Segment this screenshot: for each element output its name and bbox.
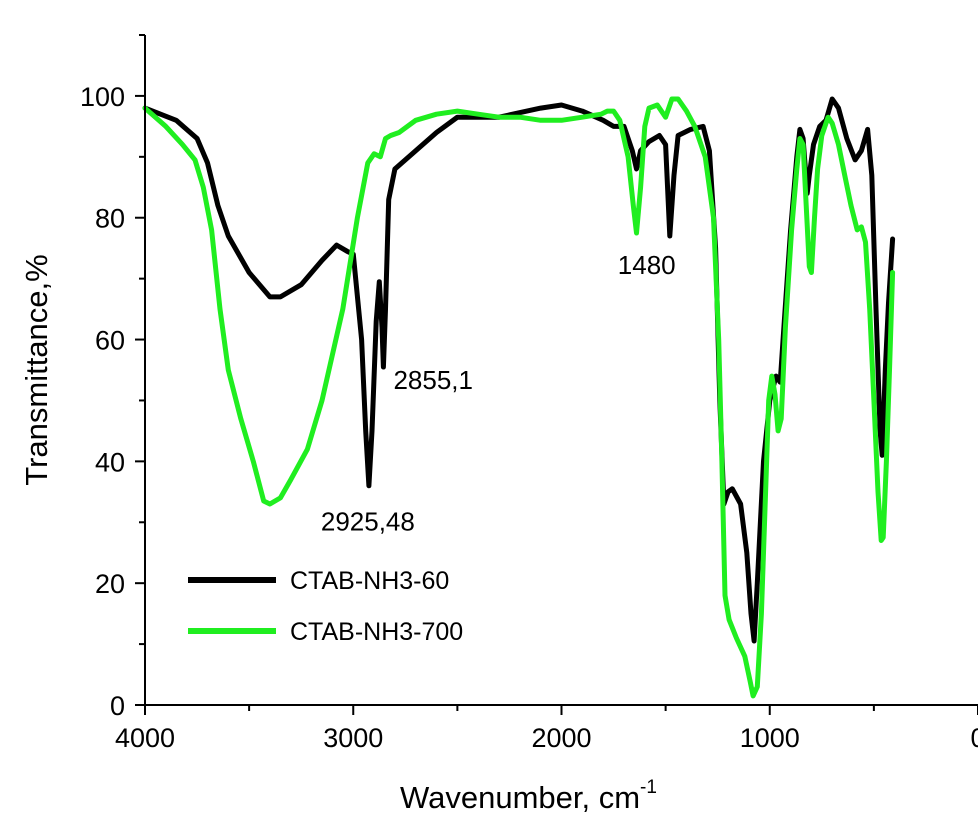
y-tick-label: 40 xyxy=(95,447,125,477)
series-line-ctab-nh3-60 xyxy=(142,96,896,644)
x-tick-label: 3000 xyxy=(323,723,383,753)
y-tick-label: 20 xyxy=(95,569,125,599)
peak-annotation: 2925,48 xyxy=(321,507,415,537)
x-tick-label: 0 xyxy=(970,723,978,753)
legend-label-ctab-nh3-700: CTAB-NH3-700 xyxy=(290,618,463,646)
x-tick-label: 1000 xyxy=(740,723,800,753)
x-axis-title-main: Wavenumber, cm xyxy=(400,780,640,815)
x-tick-label: 4000 xyxy=(115,723,175,753)
y-tick-label: 60 xyxy=(95,326,125,356)
series-line-ctab-nh3-700 xyxy=(142,96,896,699)
peak-annotation: 1480 xyxy=(618,250,676,280)
x-axis-title-superscript: -1 xyxy=(640,777,657,798)
peak-annotations: 2925,48 2855,1 1480 xyxy=(321,250,676,537)
y-tick-label: 0 xyxy=(110,691,125,721)
legend-label-ctab-nh3-60: CTAB-NH3-60 xyxy=(290,567,449,595)
y-axis-title: Transmittance,% xyxy=(19,254,54,485)
axes xyxy=(135,34,978,715)
legend: CTAB-NH3-60 CTAB-NH3-700 xyxy=(188,567,463,646)
y-tick-label: 100 xyxy=(80,82,125,112)
peak-annotation: 2855,1 xyxy=(393,365,473,395)
x-tick-label: 2000 xyxy=(531,723,591,753)
plot-area xyxy=(142,96,896,699)
tick-labels: 4000 3000 2000 1000 0 0 20 40 60 80 100 xyxy=(80,82,978,753)
y-tick-label: 80 xyxy=(95,204,125,234)
x-axis-title: Wavenumber, cm-1 xyxy=(400,777,657,815)
